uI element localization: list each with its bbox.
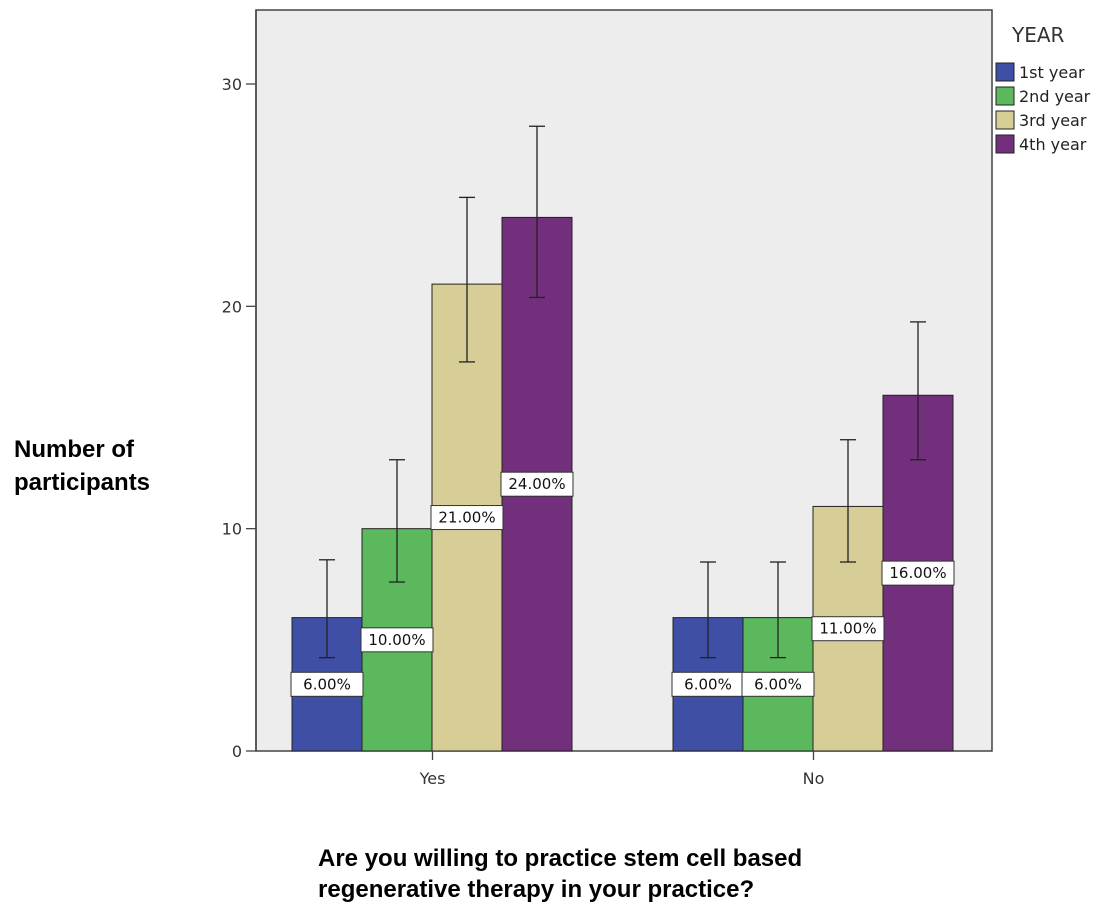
data-labels-group: 6.00% 6.00% 10.00% 6.00% 21.00% 11.00% 24.00% 1… xyxy=(290,471,955,697)
y-tick-label: 0 xyxy=(232,742,242,761)
legend-title: YEAR xyxy=(1011,23,1065,47)
y-axis: 0 10 20 30 xyxy=(222,10,257,761)
y-tick-label: 20 xyxy=(222,297,242,316)
y-axis-title: Number of participants xyxy=(14,436,151,496)
x-axis-title: Are you willing to practice stem cell ba… xyxy=(318,845,803,903)
y-tick-label: 10 xyxy=(222,520,242,539)
data-label: 6.00% xyxy=(684,675,732,693)
data-label: 21.00% xyxy=(438,509,495,527)
legend: YEAR 1st year 2nd year 3rd year 4th year xyxy=(995,23,1091,154)
x-axis: Yes No xyxy=(419,751,825,788)
data-label: 6.00% xyxy=(754,675,802,693)
legend-swatch xyxy=(995,86,1015,106)
legend-swatch xyxy=(995,110,1015,130)
data-label: 16.00% xyxy=(889,564,946,582)
x-tick-label: Yes xyxy=(419,769,446,788)
data-label: 10.00% xyxy=(368,631,425,649)
y-tick-label: 30 xyxy=(222,75,242,94)
legend-swatch xyxy=(995,134,1015,154)
legend-label: 4th year xyxy=(1019,135,1087,154)
data-label-box xyxy=(811,616,885,642)
legend-label: 3rd year xyxy=(1019,111,1087,130)
legend-label: 2nd year xyxy=(1019,87,1091,106)
data-label-box xyxy=(741,671,815,697)
legend-label: 1st year xyxy=(1019,63,1085,82)
x-tick-label: No xyxy=(803,769,825,788)
data-label: 11.00% xyxy=(819,620,876,638)
data-label-box xyxy=(360,627,434,653)
data-label: 6.00% xyxy=(303,675,351,693)
legend-swatch xyxy=(995,62,1015,82)
data-label-box xyxy=(881,560,955,586)
data-label-box xyxy=(500,471,574,497)
data-label: 24.00% xyxy=(508,475,565,493)
error-bars-group xyxy=(319,125,926,659)
data-label-box xyxy=(290,671,364,697)
data-label-box xyxy=(430,505,504,531)
